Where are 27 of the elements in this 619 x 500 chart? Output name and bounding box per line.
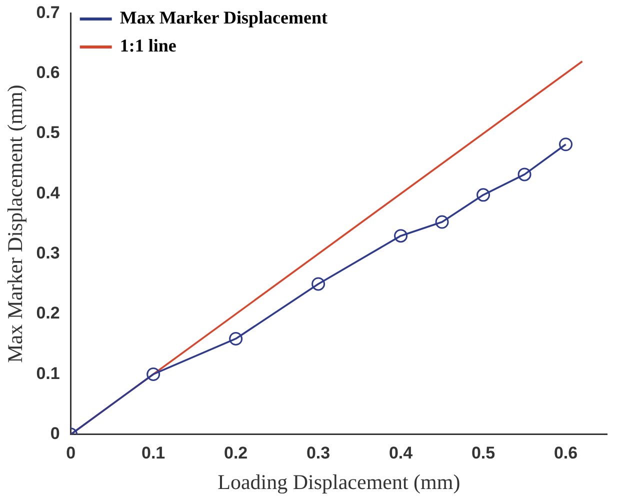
point: [312, 277, 326, 291]
point: [146, 367, 160, 381]
point: [435, 215, 449, 229]
x-tick-label: 0.6: [554, 443, 578, 462]
x-axis-title: Loading Displacement (mm): [218, 470, 460, 494]
y-tick-label: 0.3: [36, 244, 60, 263]
y-tick-label: 0.2: [36, 304, 60, 323]
y-axis-title: Max Marker Displacement (mm): [3, 84, 28, 363]
y-tick-label: 0.5: [36, 123, 60, 142]
y-tick-label: 0.4: [36, 183, 60, 202]
legend-label: Max Marker Displacement: [120, 8, 328, 28]
y-tick-label: 0.6: [36, 63, 60, 82]
x-tick-label: 0.1: [142, 443, 166, 462]
x-tick-label: 0.4: [388, 443, 414, 462]
x-tick-label: 0: [66, 443, 76, 462]
y-tick-label: 0.1: [36, 364, 60, 383]
point: [559, 138, 573, 152]
point: [476, 188, 490, 202]
point: [518, 168, 532, 182]
point: [229, 332, 243, 346]
x-tick-label: 0.5: [471, 443, 496, 462]
x-tick-label: 0.2: [224, 443, 248, 462]
y-tick-label: 0.7: [36, 2, 60, 22]
y-tick-label: 0: [50, 424, 60, 444]
x-tick-label: 0.3: [306, 443, 330, 462]
point: [394, 229, 408, 243]
legend-label: 1:1 line: [120, 36, 176, 56]
